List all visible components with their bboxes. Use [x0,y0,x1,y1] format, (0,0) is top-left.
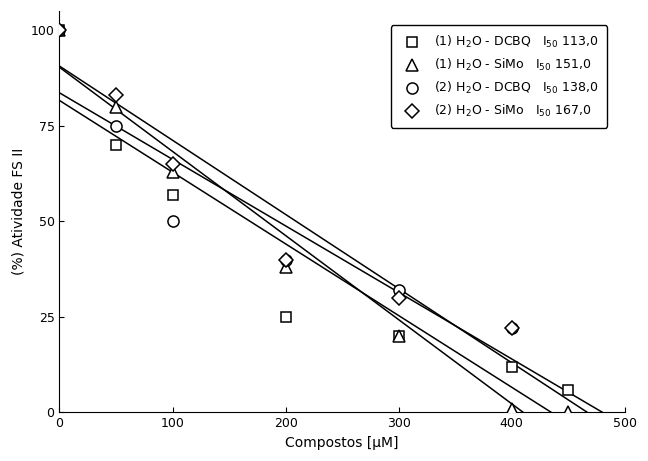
X-axis label: Compostos [μM]: Compostos [μM] [285,436,399,450]
Legend: (1) H$_2$O - DCBQ   I$_{50}$ 113,0, (1) H$_2$O - SiMo   I$_{50}$ 151,0, (2) H$_2: (1) H$_2$O - DCBQ I$_{50}$ 113,0, (1) H$… [391,25,607,128]
Y-axis label: (%) Atividade FS II: (%) Atividade FS II [11,148,25,275]
